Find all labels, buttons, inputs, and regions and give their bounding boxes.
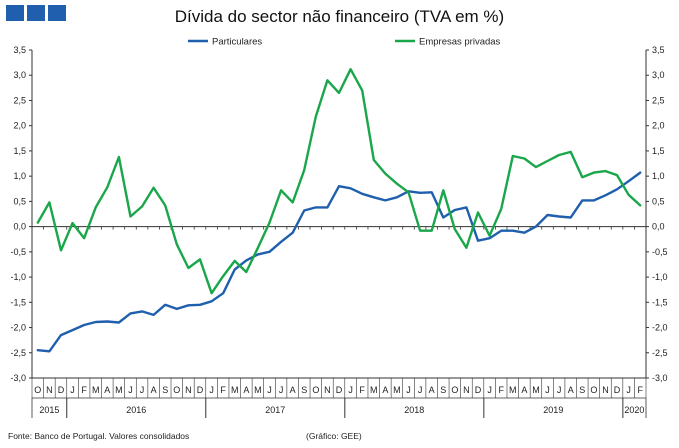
y-tick-label-right: 1,0 (652, 171, 665, 181)
month-label: M (509, 385, 517, 395)
month-label: D (475, 385, 482, 395)
month-label: J (348, 385, 353, 395)
month-label: F (81, 385, 87, 395)
month-label: J (557, 385, 562, 395)
month-label: J (545, 385, 550, 395)
month-label: F (637, 385, 643, 395)
month-label: O (173, 385, 180, 395)
month-label: F (498, 385, 504, 395)
month-label: A (568, 385, 574, 395)
month-label: N (602, 385, 609, 395)
month-label: J (279, 385, 284, 395)
y-tick-label-left: 3,5 (13, 45, 26, 55)
footer-credit: (Gráfico: GEE) (306, 431, 362, 441)
y-tick-label-left: 3,0 (13, 70, 26, 80)
y-tick-label-left: -2,0 (10, 323, 26, 333)
month-label: N (185, 385, 192, 395)
month-label: D (336, 385, 343, 395)
month-label: J (626, 385, 631, 395)
month-label: A (104, 385, 110, 395)
y-tick-label-right: -0,5 (652, 247, 668, 257)
legend-label: Empresas privadas (419, 37, 501, 48)
chart-title: Dívida do sector não financeiro (TVA em … (174, 7, 505, 26)
y-tick-label-left: -1,0 (10, 272, 26, 282)
month-label: J (70, 385, 75, 395)
y-tick-label-right: 3,0 (652, 70, 665, 80)
month-label: M (370, 385, 378, 395)
month-label: M (393, 385, 401, 395)
year-label: 2015 (39, 405, 59, 415)
y-tick-label-right: 0,0 (652, 222, 665, 232)
y-tick-label-right: 1,5 (652, 146, 665, 156)
month-label: A (429, 385, 435, 395)
month-label: M (254, 385, 262, 395)
y-tick-label-left: 2,0 (13, 121, 26, 131)
series-line-empresas-privadas (36, 67, 642, 295)
year-label: 2016 (126, 405, 146, 415)
y-tick-label-left: -0,5 (10, 247, 26, 257)
month-label: D (197, 385, 204, 395)
year-label: 2017 (265, 405, 285, 415)
month-label: A (243, 385, 249, 395)
month-label: S (301, 385, 307, 395)
month-label: J (140, 385, 145, 395)
y-tick-label-right: -1,5 (652, 297, 668, 307)
month-label: M (92, 385, 100, 395)
y-tick-label-right: 2,0 (652, 121, 665, 131)
year-label: 2020 (624, 405, 644, 415)
y-tick-label-right: 0,5 (652, 196, 665, 206)
month-label: J (406, 385, 411, 395)
month-label: F (220, 385, 226, 395)
logo-mark (6, 5, 66, 21)
month-label: A (290, 385, 296, 395)
month-label: J (267, 385, 272, 395)
y-tick-label-right: 2,5 (652, 95, 665, 105)
month-label: S (579, 385, 585, 395)
month-label: M (115, 385, 123, 395)
month-label: O (312, 385, 319, 395)
footer-source: Fonte: Banco de Portugal. Valores consol… (8, 431, 190, 441)
month-label: D (614, 385, 621, 395)
month-label: A (151, 385, 157, 395)
month-label: A (382, 385, 388, 395)
y-tick-label-left: 1,5 (13, 146, 26, 156)
month-label: N (463, 385, 470, 395)
y-tick-label-left: 0,5 (13, 196, 26, 206)
y-tick-label-right: -2,0 (652, 323, 668, 333)
month-label: O (590, 385, 597, 395)
month-label: S (162, 385, 168, 395)
y-tick-label-right: -1,0 (652, 272, 668, 282)
month-label: A (521, 385, 527, 395)
y-tick-label-right: -2,5 (652, 348, 668, 358)
y-tick-label-left: 1,0 (13, 171, 26, 181)
year-label: 2019 (543, 405, 563, 415)
y-tick-label-right: 3,5 (652, 45, 665, 55)
y-tick-label-left: 0,0 (13, 222, 26, 232)
month-label: N (46, 385, 53, 395)
y-tick-label-left: 2,5 (13, 95, 26, 105)
month-label: O (34, 385, 41, 395)
month-label: M (231, 385, 239, 395)
month-label: M (532, 385, 540, 395)
month-label: F (359, 385, 365, 395)
month-label: J (487, 385, 492, 395)
month-label: S (440, 385, 446, 395)
y-tick-label-right: -3,0 (652, 373, 668, 383)
month-label: O (451, 385, 458, 395)
month-label: D (58, 385, 65, 395)
series-line-particulares (36, 171, 642, 353)
month-label: J (128, 385, 133, 395)
month-label: J (209, 385, 214, 395)
y-tick-label-left: -2,5 (10, 348, 26, 358)
y-tick-label-left: -1,5 (10, 297, 26, 307)
line-chart: 3,5 3,5 3,0 3,0 2,5 2,5 2,0 2,0 1,5 1,5 1,0 1,0 0,5 0… (10, 37, 668, 418)
legend-label: Particulares (212, 37, 262, 48)
logo (6, 5, 66, 26)
year-label: 2018 (404, 405, 424, 415)
month-label: J (418, 385, 423, 395)
y-tick-label-left: -3,0 (10, 373, 26, 383)
month-label: N (324, 385, 331, 395)
